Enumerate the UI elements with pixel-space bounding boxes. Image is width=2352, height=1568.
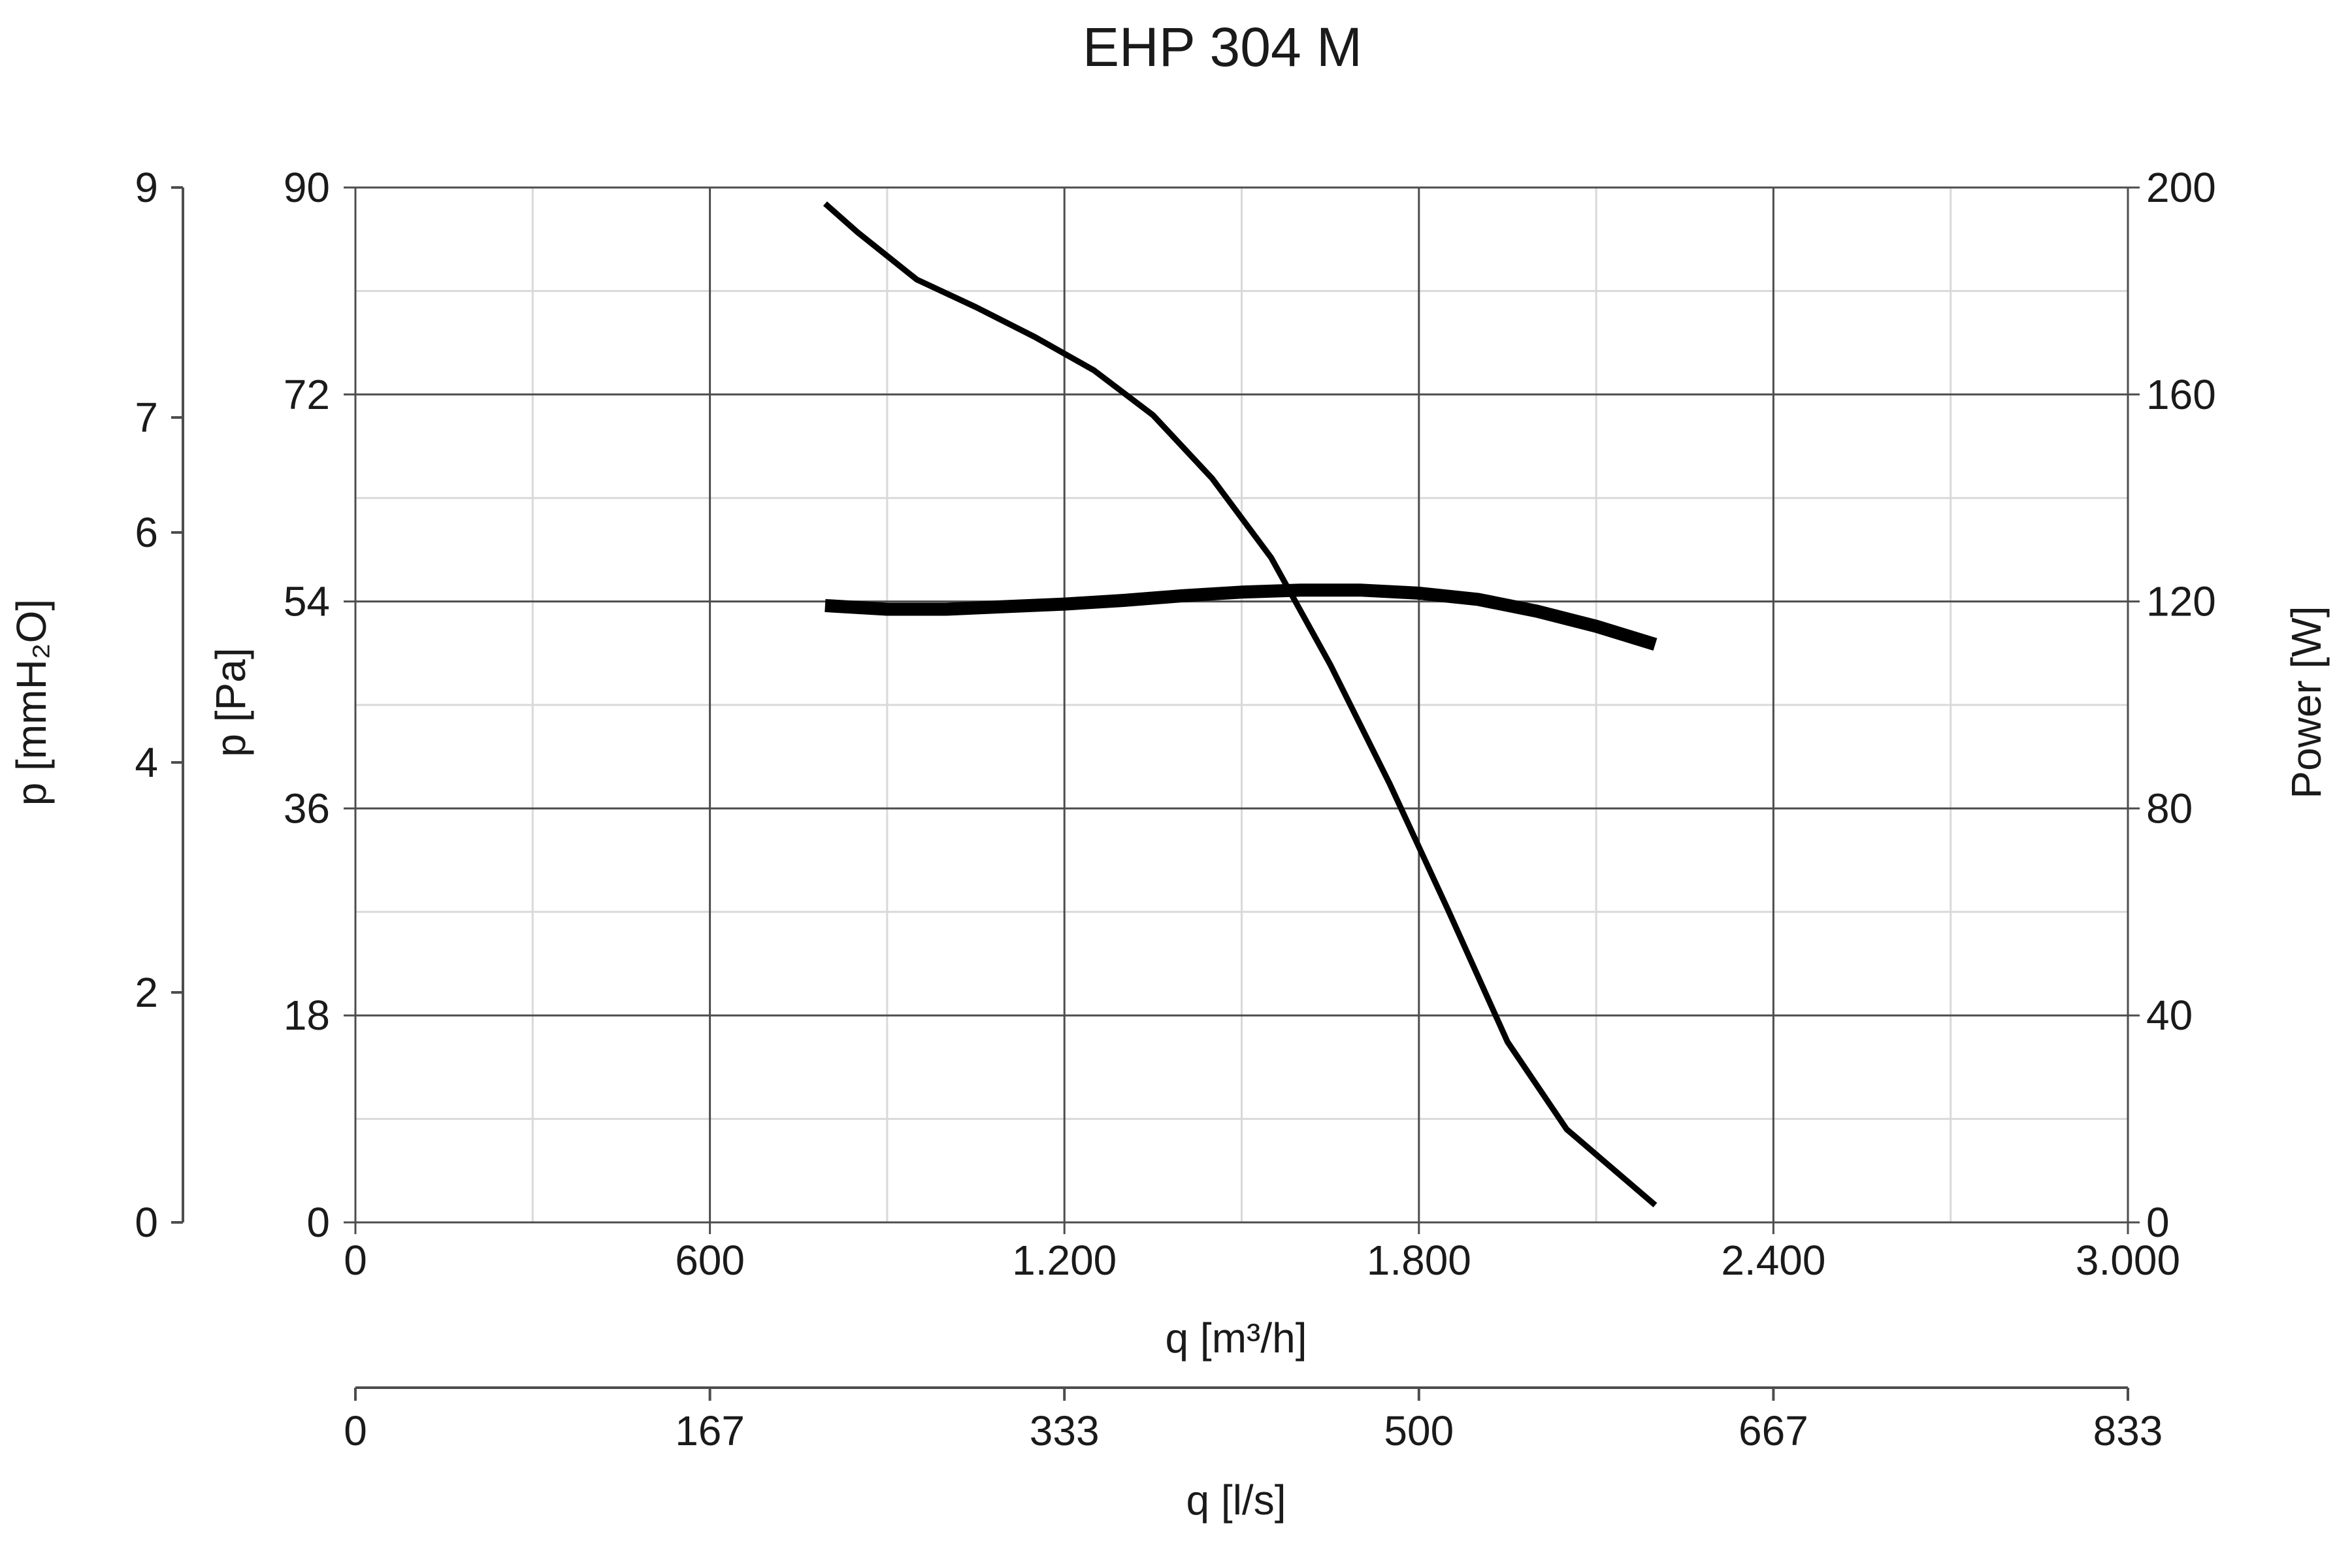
grid: [354, 186, 2129, 1224]
y-outer-tick-label: 0: [135, 1199, 158, 1246]
y-tick-label: 36: [284, 785, 330, 832]
x-tick-label: 3.000: [2076, 1237, 2180, 1284]
y-outer-tick-label: 2: [135, 969, 158, 1016]
y2-tick-label: 0: [2146, 1199, 2170, 1246]
y-outer-tick-label: 7: [135, 394, 158, 441]
power-curve: [825, 583, 1658, 651]
y2-tick-label: 200: [2146, 164, 2216, 211]
y2-tick-label: 160: [2146, 371, 2216, 418]
x2-tick-label: 667: [1739, 1407, 1808, 1454]
x-tick-label: 1.200: [1012, 1237, 1117, 1284]
x-tick-label: 0: [344, 1237, 367, 1284]
y-tick-label: 0: [306, 1199, 330, 1246]
pressure-curve: [823, 201, 1658, 1208]
y2-tick-label: 40: [2146, 992, 2193, 1039]
x-axis-label: q [m³/h]: [1166, 1315, 1307, 1362]
x2-axis-label: q [l/s]: [1186, 1477, 1286, 1524]
y2-tick-label: 80: [2146, 785, 2193, 832]
y-outer-axis-label: p [mmH₂O]: [8, 599, 55, 806]
y-tick-label: 18: [284, 992, 330, 1039]
y-axis-label: p [Pa]: [207, 647, 254, 757]
y-outer-tick-label: 4: [135, 739, 158, 786]
x2-tick-label: 833: [2093, 1407, 2163, 1454]
x2-tick-label: 333: [1030, 1407, 1100, 1454]
x-tick-label: 1.800: [1367, 1237, 1471, 1284]
x2-tick-label: 500: [1384, 1407, 1454, 1454]
y-tick-label: 72: [284, 371, 330, 418]
y-tick-label: 54: [284, 578, 330, 625]
y-outer-tick-label: 6: [135, 509, 158, 556]
x-tick-label: 600: [675, 1237, 745, 1284]
x2-tick-label: 167: [675, 1407, 745, 1454]
y2-axis-label: Power [W]: [2283, 606, 2330, 798]
y-outer-tick-label: 9: [135, 164, 158, 211]
y2-tick-label: 120: [2146, 578, 2216, 625]
x-tick-label: 2.400: [1721, 1237, 1825, 1284]
plot-area: [823, 201, 1658, 1208]
y-tick-label: 90: [284, 164, 330, 211]
chart-title: EHP 304 M: [1083, 16, 1362, 78]
x2-tick-label: 0: [344, 1407, 367, 1454]
